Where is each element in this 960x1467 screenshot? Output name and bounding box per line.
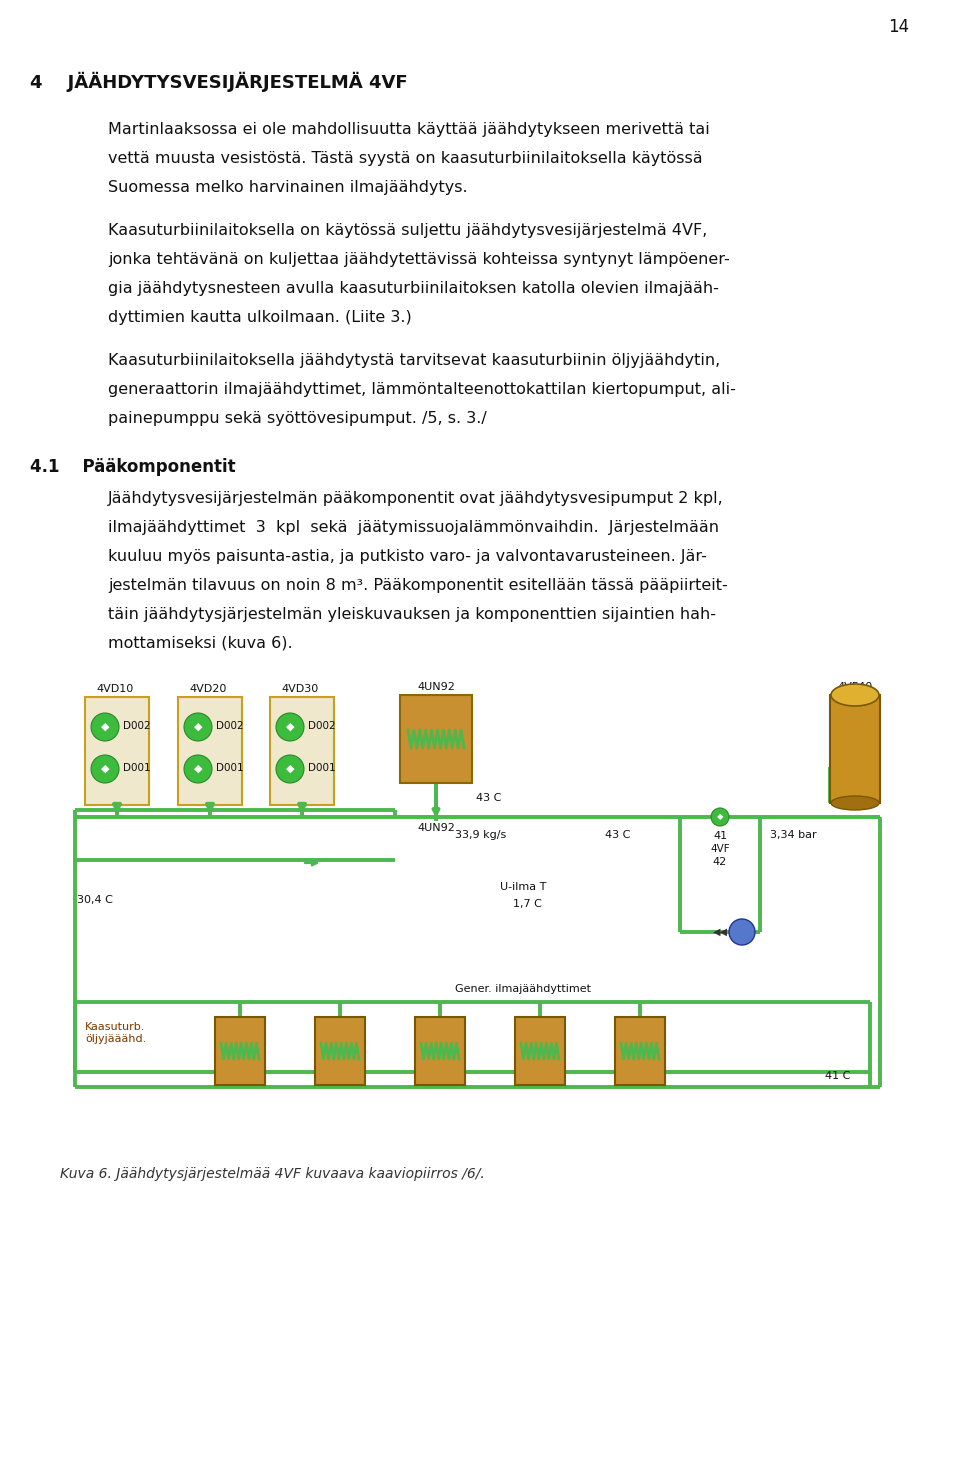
Circle shape	[711, 808, 729, 826]
Bar	[830, 695, 880, 802]
Text: Martinlaaksossa ei ole mahdollisuutta käyttää jäähdytykseen merivettä tai: Martinlaaksossa ei ole mahdollisuutta kä…	[108, 122, 709, 136]
Text: Suomessa melko harvinainen ilmajäähdytys.: Suomessa melko harvinainen ilmajäähdytys…	[108, 180, 468, 195]
Ellipse shape	[831, 797, 879, 810]
Text: 4VF40: 4VF40	[837, 682, 873, 692]
Text: Kaasuturbiinilaitoksella jäähdytystä tarvitsevat kaasuturbiinin öljyjäähdytin,: Kaasuturbiinilaitoksella jäähdytystä tar…	[108, 354, 720, 368]
Bar	[270, 697, 334, 805]
Text: Kaasuturbiinilaitoksella on käytössä suljettu jäähdytysvesijärjestelmä 4VF,: Kaasuturbiinilaitoksella on käytössä sul…	[108, 223, 708, 238]
Text: kuuluu myös paisunta-astia, ja putkisto varo- ja valvontavarusteineen. Jär-: kuuluu myös paisunta-astia, ja putkisto …	[108, 549, 707, 563]
Text: gia jäähdytysnesteen avulla kaasuturbiinilaitoksen katolla olevien ilmajääh-: gia jäähdytysnesteen avulla kaasuturbiin…	[108, 282, 719, 296]
Text: ◆: ◆	[286, 722, 295, 732]
Text: 4VD30: 4VD30	[281, 684, 319, 694]
Circle shape	[276, 756, 304, 783]
Text: 4    JÄÄHDYTYSVESIJÄRJESTELMÄ 4VF: 4 JÄÄHDYTYSVESIJÄRJESTELMÄ 4VF	[30, 72, 408, 92]
Text: ◆: ◆	[194, 722, 203, 732]
Bar	[215, 1017, 265, 1086]
Text: 30,4 C: 30,4 C	[77, 895, 113, 905]
Text: D001: D001	[308, 763, 336, 773]
Text: 4VF: 4VF	[710, 844, 730, 854]
Bar	[85, 697, 149, 805]
Text: Jäähdytysvesijärjestelmän pääkomponentit ovat jäähdytysvesipumput 2 kpl,: Jäähdytysvesijärjestelmän pääkomponentit…	[108, 491, 724, 506]
Text: ◆: ◆	[101, 764, 109, 775]
Text: vettä muusta vesistöstä. Tästä syystä on kaasuturbiinilaitoksella käytössä: vettä muusta vesistöstä. Tästä syystä on…	[108, 151, 703, 166]
Text: 4UN92: 4UN92	[417, 823, 455, 833]
Text: täin jäähdytysjärjestelmän yleiskuvauksen ja komponenttien sijaintien hah-: täin jäähdytysjärjestelmän yleiskuvaukse…	[108, 607, 716, 622]
Text: ◆: ◆	[101, 722, 109, 732]
Text: ◆: ◆	[194, 764, 203, 775]
Text: Kuva 6. Jäähdytysjärjestelmää 4VF kuvaava kaaviopiirros /6/.: Kuva 6. Jäähdytysjärjestelmää 4VF kuvaav…	[60, 1168, 485, 1181]
Text: ◆: ◆	[717, 813, 723, 822]
Text: ◀◀: ◀◀	[712, 927, 728, 937]
Text: Kaasuturb.
öljyjääähd.: Kaasuturb. öljyjääähd.	[85, 1022, 146, 1043]
Text: 14: 14	[888, 18, 909, 37]
Text: jonka tehtävänä on kuljettaa jäähdytettävissä kohteissa syntynyt lämpöener-: jonka tehtävänä on kuljettaa jäähdytettä…	[108, 252, 730, 267]
Circle shape	[184, 713, 212, 741]
Circle shape	[91, 713, 119, 741]
Bar	[178, 697, 242, 805]
Text: mottamiseksi (kuva 6).: mottamiseksi (kuva 6).	[108, 637, 293, 651]
Text: 33,9 kg/s: 33,9 kg/s	[455, 830, 506, 841]
Text: dyttimien kautta ulkoilmaan. (Liite 3.): dyttimien kautta ulkoilmaan. (Liite 3.)	[108, 310, 412, 326]
Text: D001: D001	[123, 763, 151, 773]
Text: 4UN92: 4UN92	[417, 682, 455, 692]
Text: 43 C: 43 C	[605, 830, 631, 841]
Text: D002: D002	[216, 720, 244, 731]
Text: 41: 41	[713, 830, 727, 841]
Text: ◆: ◆	[286, 764, 295, 775]
Bar	[415, 1017, 465, 1086]
Bar	[515, 1017, 565, 1086]
Text: painepumppu sekä syöttövesipumput. /5, s. 3./: painepumppu sekä syöttövesipumput. /5, s…	[108, 411, 487, 425]
Circle shape	[276, 713, 304, 741]
Text: 3,34 bar: 3,34 bar	[770, 830, 817, 841]
Text: jestelmän tilavuus on noin 8 m³. Pääkomponentit esitellään tässä pääpiirteit-: jestelmän tilavuus on noin 8 m³. Pääkomp…	[108, 578, 728, 593]
Bar	[615, 1017, 665, 1086]
Text: 42: 42	[713, 857, 727, 867]
Text: U-ilma T: U-ilma T	[500, 882, 546, 892]
Text: 4VD20: 4VD20	[189, 684, 227, 694]
Text: 1,7 C: 1,7 C	[513, 899, 541, 910]
Text: D002: D002	[308, 720, 336, 731]
Circle shape	[729, 918, 755, 945]
Text: 4.1    Pääkomponentit: 4.1 Pääkomponentit	[30, 458, 235, 475]
Text: D001: D001	[216, 763, 244, 773]
Ellipse shape	[831, 684, 879, 706]
Text: 43 C: 43 C	[476, 794, 501, 802]
Bar	[400, 695, 472, 783]
Circle shape	[184, 756, 212, 783]
Circle shape	[91, 756, 119, 783]
Text: ilmajäähdyttimet  3  kpl  sekä  jäätymissuojalämmönvaihdin.  Järjestelmään: ilmajäähdyttimet 3 kpl sekä jäätymissuoj…	[108, 519, 719, 535]
Text: generaattorin ilmajäähdyttimet, lämmöntalteenottokattilan kiertopumput, ali-: generaattorin ilmajäähdyttimet, lämmönta…	[108, 381, 736, 398]
Text: D002: D002	[123, 720, 151, 731]
Bar	[315, 1017, 365, 1086]
Text: Gener. ilmajäähdyttimet: Gener. ilmajäähdyttimet	[455, 984, 591, 995]
Text: 41 C: 41 C	[825, 1071, 851, 1081]
Text: 4VD10: 4VD10	[96, 684, 133, 694]
